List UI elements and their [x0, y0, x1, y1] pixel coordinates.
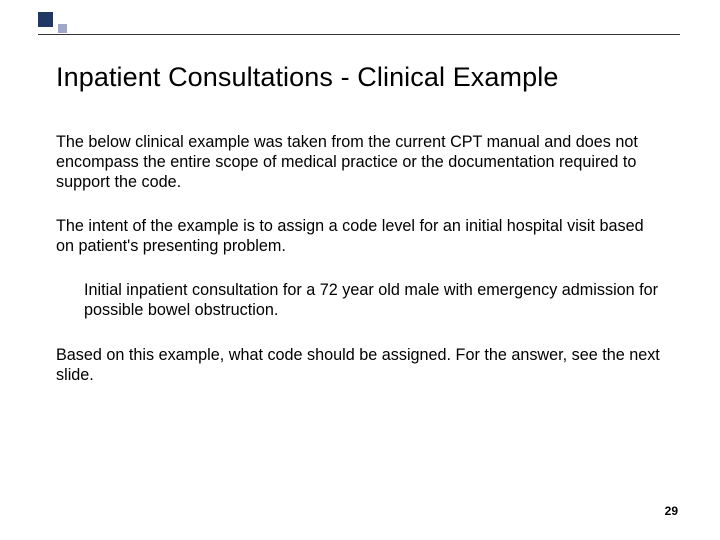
corner-decor: [0, 0, 82, 46]
decor-square-small: [58, 24, 67, 33]
decor-square-large: [38, 12, 53, 27]
slide-title: Inpatient Consultations - Clinical Examp…: [56, 62, 558, 93]
slide-body: The below clinical example was taken fro…: [56, 132, 660, 409]
paragraph-2: The intent of the example is to assign a…: [56, 216, 660, 256]
paragraph-1: The below clinical example was taken fro…: [56, 132, 660, 192]
paragraph-3: Based on this example, what code should …: [56, 345, 660, 385]
page-number: 29: [665, 504, 678, 518]
clinical-example-text: Initial inpatient consultation for a 72 …: [84, 280, 660, 320]
horizontal-rule: [38, 34, 680, 35]
